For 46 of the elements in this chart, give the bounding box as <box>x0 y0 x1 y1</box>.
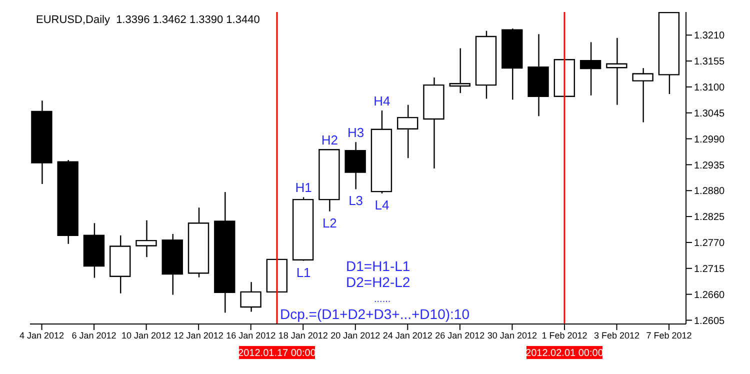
x-tick-label: 18 Jan 2012 <box>278 330 328 340</box>
y-tick-label: 1.2605 <box>694 316 726 327</box>
annotation: L4 <box>374 197 390 212</box>
candlestick <box>396 104 418 159</box>
x-tick-label: 1 Feb 2012 <box>542 330 588 340</box>
chart-title: EURUSD,Daily 1.3396 1.3462 1.3390 1.3440 <box>36 14 260 26</box>
annotation: L3 <box>348 193 364 208</box>
x-tick-label: 6 Jan 2012 <box>72 330 116 340</box>
x-tick-label: 10 Jan 2012 <box>122 330 172 340</box>
annotation: H2 <box>321 132 338 148</box>
candlestick <box>449 48 470 94</box>
x-tick-label: 26 Jan 2012 <box>435 330 485 340</box>
candlestick <box>632 67 654 123</box>
candlestick <box>136 220 157 258</box>
y-tick-label: 1.3045 <box>694 108 726 120</box>
x-tick-label: 3 Feb 2012 <box>594 330 640 340</box>
x-tick-label: 24 Jan 2012 <box>382 330 432 340</box>
x-tick-label: 16 Jan 2012 <box>226 330 276 340</box>
y-tick-label: 1.3155 <box>694 56 726 68</box>
x-tick-label: 7 Feb 2012 <box>646 330 692 340</box>
annotation: H4 <box>374 94 390 108</box>
y-tick-label: 1.2935 <box>694 160 726 172</box>
annotation: Dcp.=(D1+D2+D3+...+D10):10 <box>280 306 470 322</box>
annotation: H1 <box>295 180 312 196</box>
y-tick-label: 1.2770 <box>694 238 726 250</box>
x-tick-label: 20 Jan 2012 <box>330 330 380 340</box>
y-tick-label: 1.3100 <box>694 82 726 94</box>
y-tick-label: 1.3210 <box>694 30 726 42</box>
y-tick-label: 1.2715 <box>694 264 726 275</box>
annotation: D1=H1-L1 <box>346 258 410 274</box>
annotation: L1 <box>296 264 311 280</box>
y-tick-label: 1.2825 <box>694 212 726 224</box>
y-tick-label: 1.2880 <box>694 186 726 198</box>
y-tick-label: 1.2990 <box>694 134 726 146</box>
y-tick-label: 1.2660 <box>694 290 726 301</box>
candlestick <box>344 141 366 190</box>
annotation: ...... <box>374 294 391 305</box>
x-tick-label: 30 Jan 2012 <box>487 330 537 340</box>
x-tick-label: 12 Jan 2012 <box>174 330 224 340</box>
annotation: H3 <box>348 125 364 140</box>
annotation: D2=H2-L2 <box>346 274 410 290</box>
candlestick <box>606 37 628 106</box>
x-tick-label: 4 Jan 2012 <box>19 330 64 340</box>
annotation: L2 <box>322 215 337 230</box>
candlestick <box>580 42 602 96</box>
candlestick <box>240 281 262 312</box>
